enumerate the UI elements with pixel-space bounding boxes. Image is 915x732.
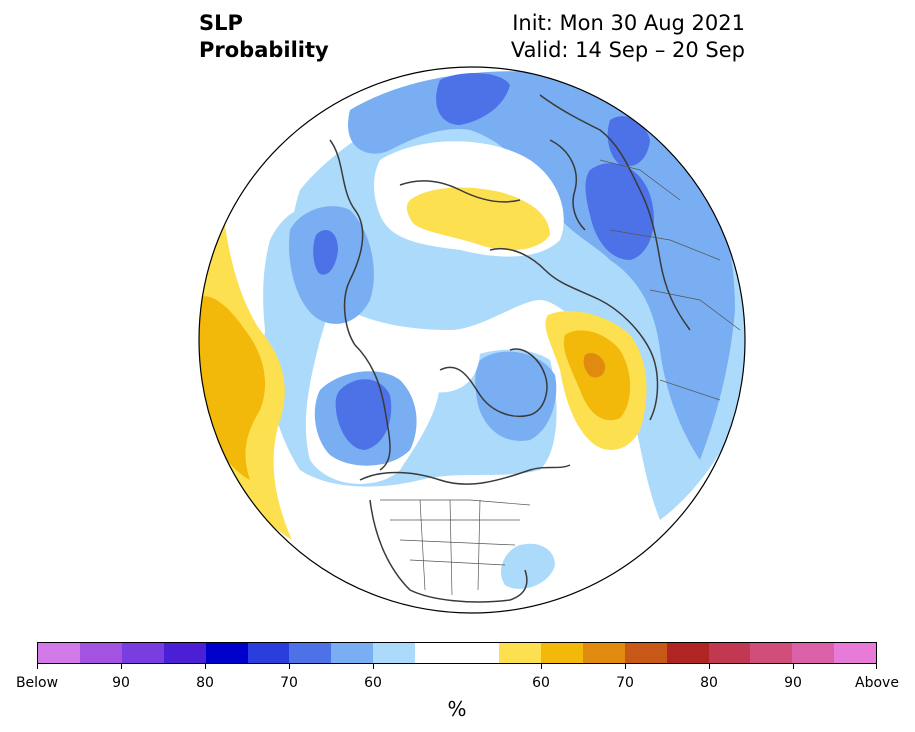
below-normal-area-pacific: [500, 543, 555, 589]
colorbar-segment: [834, 643, 877, 663]
below-normal-core-europe: [607, 116, 650, 167]
colorbar-tick: [37, 664, 38, 669]
colorbar-segment: [163, 643, 206, 663]
probability-field: [199, 67, 745, 613]
colorbar-tick: [793, 664, 794, 669]
colorbar-segment: [582, 643, 625, 663]
colorbar-segment: [373, 643, 416, 663]
colorbar-tick: [709, 664, 710, 669]
title-variable: SLP: [199, 11, 243, 35]
colorbar-segment: [121, 643, 164, 663]
near-normal-canada: [407, 330, 480, 393]
colorbar-tick-label: Below: [15, 675, 59, 691]
colorbar-tick-label: 90: [112, 675, 130, 691]
colorbar-segment: [540, 643, 583, 663]
below-normal-core-west: [313, 230, 338, 275]
colorbar-segment: [331, 643, 374, 663]
colorbar-tick: [876, 664, 877, 669]
colorbar-segment: [205, 643, 248, 663]
probability-colorbar: [37, 642, 877, 664]
colorbar-tick: [625, 664, 626, 669]
colorbar-segment: [457, 643, 499, 663]
below-normal-core-pacific: [335, 379, 392, 450]
colorbar-tick: [373, 664, 374, 669]
coastlines: [329, 94, 691, 603]
colorbar-tick-label: 90: [784, 675, 802, 691]
colorbar-segment: [38, 643, 80, 663]
colorbar-segment: [79, 643, 122, 663]
colorbar-tick-label: 60: [364, 675, 382, 691]
colorbar-segment: [247, 643, 290, 663]
colorbar-tick-label: 70: [280, 675, 298, 691]
colorbar-segment: [750, 643, 793, 663]
colorbar-segment: [415, 643, 458, 663]
colorbar-segment: [666, 643, 709, 663]
title-field: Probability: [199, 38, 329, 62]
init-date: Init: Mon 30 Aug 2021: [512, 11, 745, 35]
colorbar-segment: [498, 643, 541, 663]
colorbar-segment: [624, 643, 667, 663]
borders: [380, 159, 741, 596]
map-title: SLP Probability: [199, 10, 329, 64]
colorbar-tick-label: 70: [616, 675, 634, 691]
forecast-dates: Init: Mon 30 Aug 2021 Valid: 14 Sep – 20…: [511, 10, 745, 64]
colorbar-segment: [792, 643, 835, 663]
globe-outline: [198, 66, 746, 614]
colorbar-tick-label: 80: [700, 675, 718, 691]
colorbar-segment: [708, 643, 751, 663]
colorbar-tick-label: 80: [196, 675, 214, 691]
above-normal-arctic: [406, 187, 550, 251]
below-normal-core-siberia: [585, 163, 654, 260]
above-normal-europe-peak: [583, 353, 606, 378]
below-normal-area-medium: [348, 71, 735, 461]
below-normal-core-arctic: [436, 73, 510, 125]
colorbar-tick: [541, 664, 542, 669]
colorbar-segment: [289, 643, 332, 663]
polar-map: [198, 66, 746, 614]
colorbar-unit: %: [447, 697, 467, 721]
below-normal-area-medium-greenland: [475, 351, 557, 441]
colorbar-tick-label: 60: [532, 675, 550, 691]
colorbar-tick: [121, 664, 122, 669]
colorbar-tick-label: Above: [855, 675, 899, 691]
colorbar-tick: [289, 664, 290, 669]
colorbar-tick: [205, 664, 206, 669]
valid-range: Valid: 14 Sep – 20 Sep: [510, 38, 745, 62]
